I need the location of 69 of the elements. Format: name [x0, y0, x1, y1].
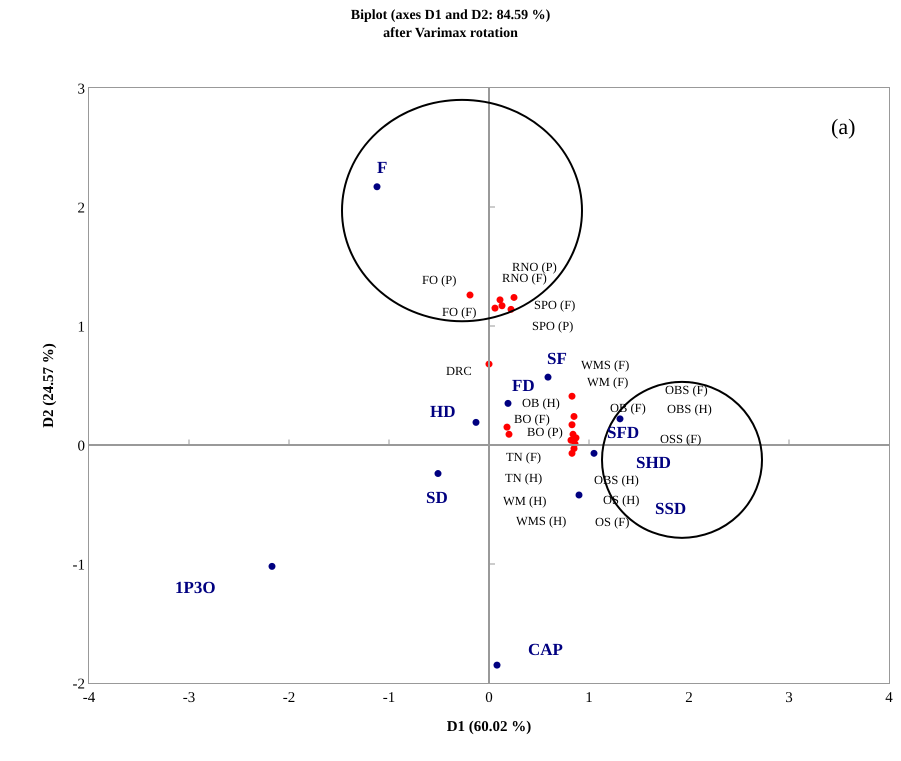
x-tick-label: -1: [382, 690, 396, 706]
annotation: SPO (P): [532, 319, 574, 333]
x-tick-label: 2: [685, 690, 693, 706]
point: [374, 183, 380, 190]
annotation: F: [377, 158, 388, 177]
y-tick-label: 0: [78, 438, 85, 454]
annotation: TN (H): [505, 471, 542, 485]
y-axis-title: D2 (24.57 %): [40, 343, 57, 428]
x-tick-label: -4: [82, 690, 96, 706]
annotation: CAP: [528, 640, 563, 659]
annotation: SFD: [607, 423, 640, 442]
point: [568, 421, 576, 428]
y-tick-label: -1: [72, 557, 85, 574]
point: [590, 450, 598, 457]
point: [510, 294, 518, 301]
point: [496, 296, 504, 304]
annotation: OBS (F): [665, 383, 708, 397]
x-tick-label: -3: [182, 690, 196, 706]
annotation: WMS (H): [516, 514, 566, 528]
annotation: SPO (F): [534, 298, 576, 312]
x-tick-label: 0: [485, 690, 493, 706]
annotation: SD: [426, 488, 448, 507]
point: [544, 374, 552, 381]
y-tick-label: 1: [78, 319, 85, 336]
point: [492, 304, 498, 312]
annotation: 1P3O: [175, 578, 216, 597]
annotation: BO (P): [527, 425, 563, 439]
x-tick-label: 1: [585, 690, 593, 706]
chart-title: Biplot (axes D1 and D2: 84.59 %) after Varimax rotation: [350, 8, 551, 42]
point: [568, 450, 576, 457]
annotation: SSD: [655, 499, 686, 518]
annotation: (a): [831, 114, 856, 139]
x-tick-label: 4: [885, 690, 894, 706]
point: [504, 424, 510, 431]
annotation: BO (F): [514, 412, 550, 426]
point: [494, 662, 500, 669]
annotation: WM (F): [587, 375, 628, 389]
point: [506, 430, 512, 438]
x-tick-label: -2: [282, 690, 296, 706]
x-tick-label: 3: [785, 690, 793, 706]
annotation: SHD: [636, 453, 671, 472]
annotation: FO (P): [422, 273, 456, 287]
point: [498, 302, 506, 310]
point: [570, 412, 578, 420]
point: [616, 415, 624, 422]
annotation: OB (H): [522, 396, 560, 410]
annotation: OS (F): [595, 515, 630, 529]
annotation: HD: [430, 402, 456, 421]
point: [466, 292, 474, 299]
point: [504, 400, 512, 407]
y-tick-label: 3: [78, 81, 85, 98]
annotation: DRC: [446, 364, 472, 378]
point: [472, 418, 480, 426]
point: [576, 491, 582, 498]
point: [568, 392, 576, 400]
annotation: RNO (P): [512, 260, 557, 274]
annotation: FO (F): [442, 305, 476, 319]
annotation: TN (F): [506, 450, 542, 464]
annotation: FD: [512, 376, 535, 395]
y-tick-label: -2: [72, 676, 85, 692]
annotation: OBS (H): [667, 402, 712, 416]
y-tick-label: 2: [78, 200, 85, 216]
annotation: OSS (F): [660, 432, 702, 446]
annotation: WMS (F): [581, 358, 630, 372]
annotation: SF: [547, 349, 567, 368]
point: [268, 562, 276, 570]
x-axis-title: D1 (60.02 %): [446, 719, 532, 735]
annotation: WM (H): [503, 494, 546, 508]
point: [434, 470, 442, 478]
